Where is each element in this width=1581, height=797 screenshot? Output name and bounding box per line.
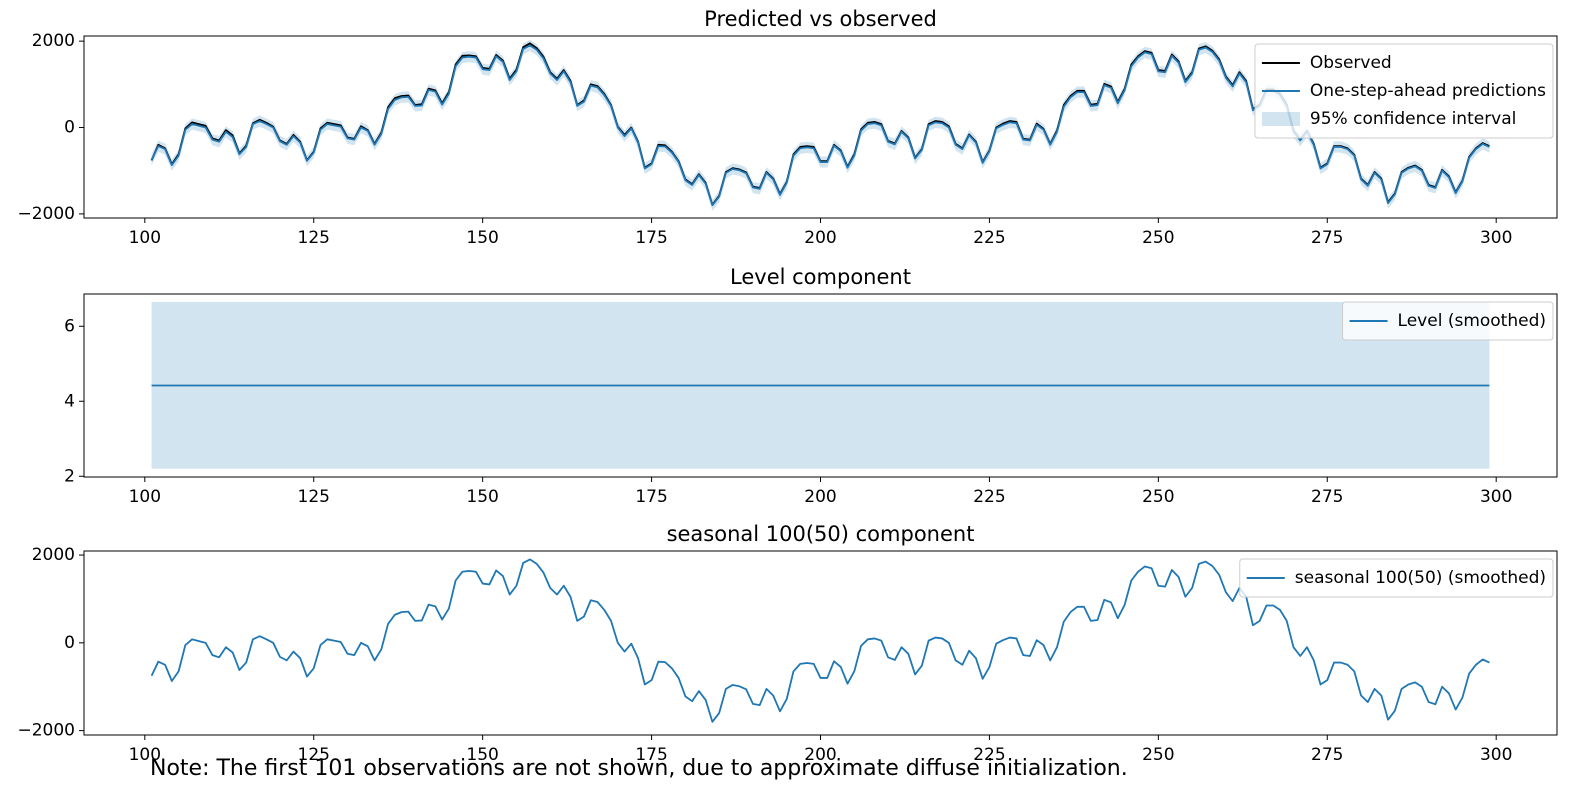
legend: seasonal 100(50) (smoothed) <box>1239 558 1554 598</box>
x-tick-label: 300 <box>1480 487 1512 507</box>
y-tick-label: 4 <box>64 391 75 411</box>
x-tick-label: 100 <box>129 745 161 765</box>
x-tick-label: 225 <box>973 745 1005 765</box>
y-tick-label: 2000 <box>32 31 75 51</box>
x-tick-label: 275 <box>1311 228 1343 248</box>
panel: Predicted vs observed 100 125 150 175 200 225 2… <box>17 7 1558 248</box>
x-tick-label: 250 <box>1142 228 1174 248</box>
x-tick-label: 150 <box>466 745 498 765</box>
panel-title: seasonal 100(50) component <box>667 522 975 546</box>
x-tick-label: 300 <box>1480 745 1512 765</box>
x-tick-label: 225 <box>973 228 1005 248</box>
x-tick-label: 150 <box>466 228 498 248</box>
legend-label: One-step-ahead predictions <box>1310 81 1546 101</box>
series-line <box>150 558 1490 723</box>
x-tick-label: 150 <box>466 487 498 507</box>
y-tick-label: 6 <box>64 316 75 336</box>
plot-area <box>150 558 1490 723</box>
x-tick-label: 100 <box>129 228 161 248</box>
x-tick-label: 175 <box>635 228 667 248</box>
x-tick-label: 125 <box>298 487 330 507</box>
x-tick-label: 225 <box>973 487 1005 507</box>
y-tick-label: 0 <box>64 633 75 653</box>
footnote: Note: The first 101 observations are not… <box>150 756 1128 781</box>
panel: seasonal 100(50) component 100 125 150 175 20… <box>17 522 1558 765</box>
legend-label: seasonal 100(50) (smoothed) <box>1295 568 1546 588</box>
panel-title: Predicted vs observed <box>704 7 937 31</box>
x-tick-label: 175 <box>635 745 667 765</box>
x-tick-label: 100 <box>129 487 161 507</box>
legend-box <box>1254 43 1554 139</box>
x-tick-label: 275 <box>1311 487 1343 507</box>
x-tick-label: 200 <box>804 228 836 248</box>
plot-area <box>151 301 1490 469</box>
x-tick-label: 125 <box>298 228 330 248</box>
legend-label: Observed <box>1310 53 1392 73</box>
legend-swatch <box>1261 112 1300 126</box>
legend-label: 95% confidence interval <box>1310 109 1516 129</box>
x-tick-label: 250 <box>1142 487 1174 507</box>
y-tick-label: −2000 <box>17 204 75 224</box>
panel-title: Level component <box>730 265 911 289</box>
y-tick-label: −2000 <box>17 721 75 741</box>
x-tick-label: 125 <box>298 745 330 765</box>
legend: Observed One-step-ahead predictions 95% co… <box>1254 43 1554 139</box>
legend: Level (smoothed) <box>1342 301 1554 341</box>
legend-box <box>1239 558 1554 598</box>
y-tick-label: 2 <box>64 466 75 486</box>
legend-label: Level (smoothed) <box>1398 311 1546 331</box>
x-tick-label: 300 <box>1480 228 1512 248</box>
legend-box <box>1342 301 1554 341</box>
x-tick-label: 200 <box>804 487 836 507</box>
panel: Level component 100 125 150 175 200 225 250 275 3… <box>64 265 1558 507</box>
y-tick-label: 2000 <box>32 545 75 565</box>
x-tick-label: 275 <box>1311 745 1343 765</box>
x-tick-label: 250 <box>1142 745 1174 765</box>
x-tick-label: 200 <box>804 745 836 765</box>
y-tick-label: 0 <box>64 118 75 138</box>
x-tick-label: 175 <box>635 487 667 507</box>
